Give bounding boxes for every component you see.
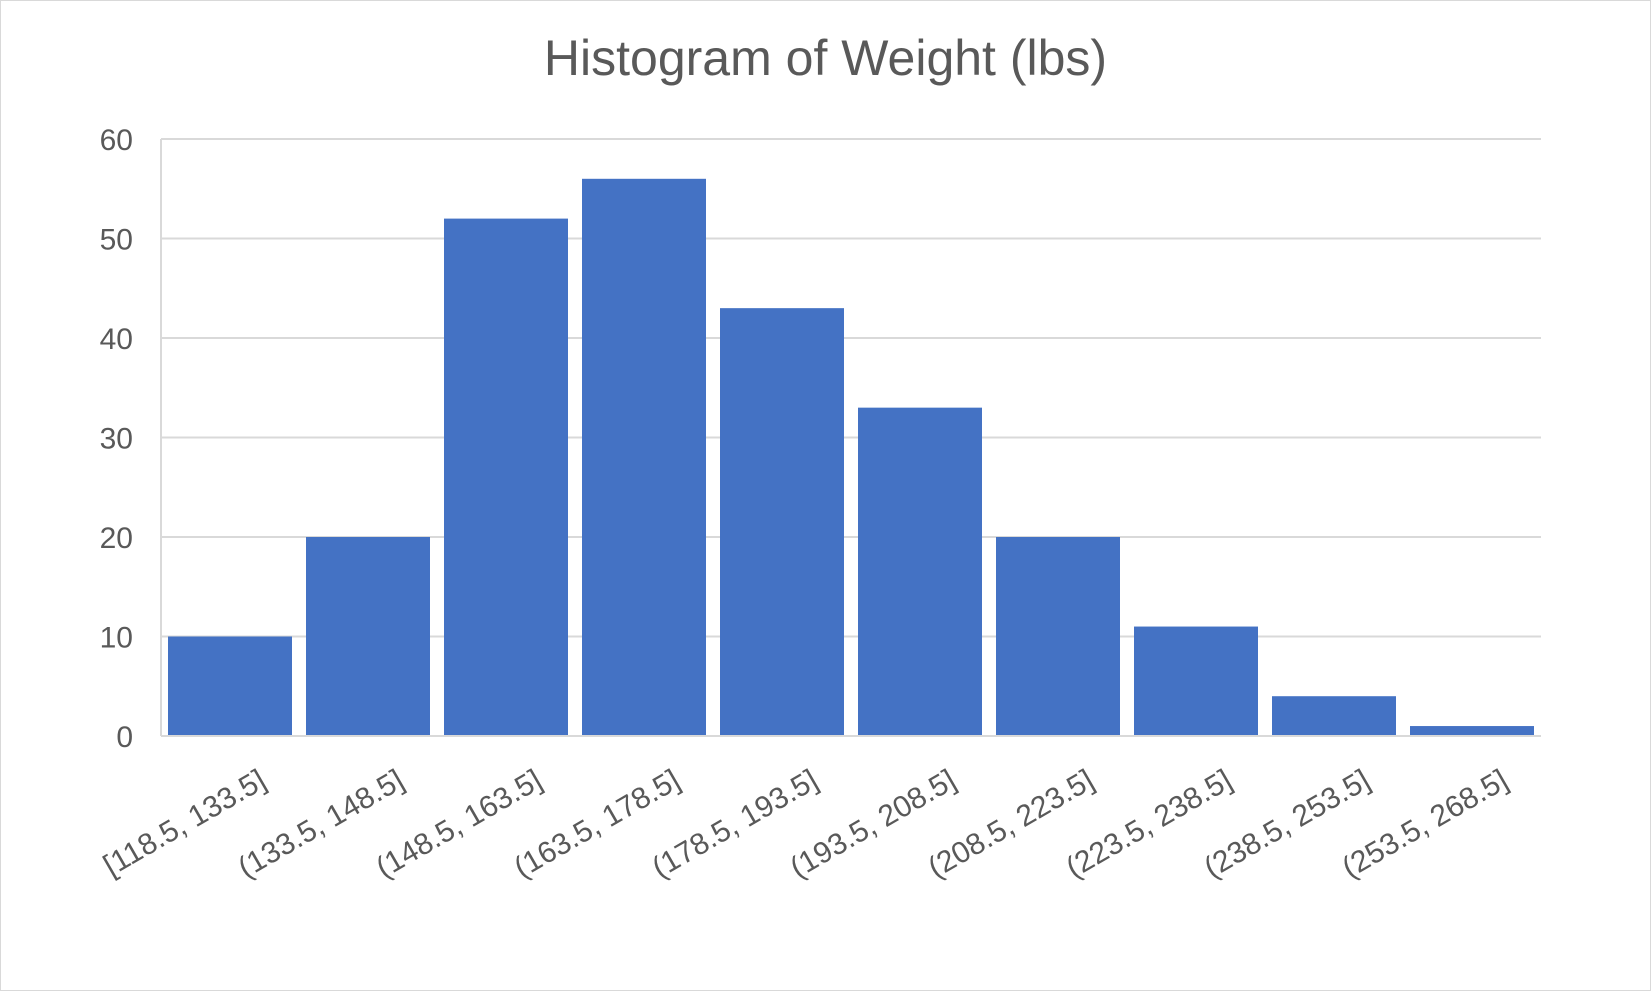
bar [582,178,706,737]
bar [996,537,1120,736]
y-tick-label: 40 [100,323,133,356]
bars [168,178,1534,737]
bar [858,407,982,736]
y-tick-label: 60 [100,124,133,157]
bar [720,308,844,736]
bar [1410,726,1534,736]
y-tick-label: 0 [116,721,133,754]
y-tick-label: 30 [100,423,133,456]
bar [306,537,430,736]
axes [160,139,1541,737]
bar [168,636,292,736]
x-tick-labels: [118.5, 133.5](133.5, 148.5](148.5, 163.… [98,763,1513,884]
bar [444,218,568,737]
y-tick-label: 20 [100,522,133,555]
bar [1134,626,1258,736]
bar [1272,696,1396,736]
chart-title: Histogram of Weight (lbs) [543,30,1108,86]
y-tick-label: 50 [100,224,133,257]
y-tick-label: 10 [100,622,133,655]
y-tick-labels: 0 10 20 30 40 50 60 [100,124,133,754]
